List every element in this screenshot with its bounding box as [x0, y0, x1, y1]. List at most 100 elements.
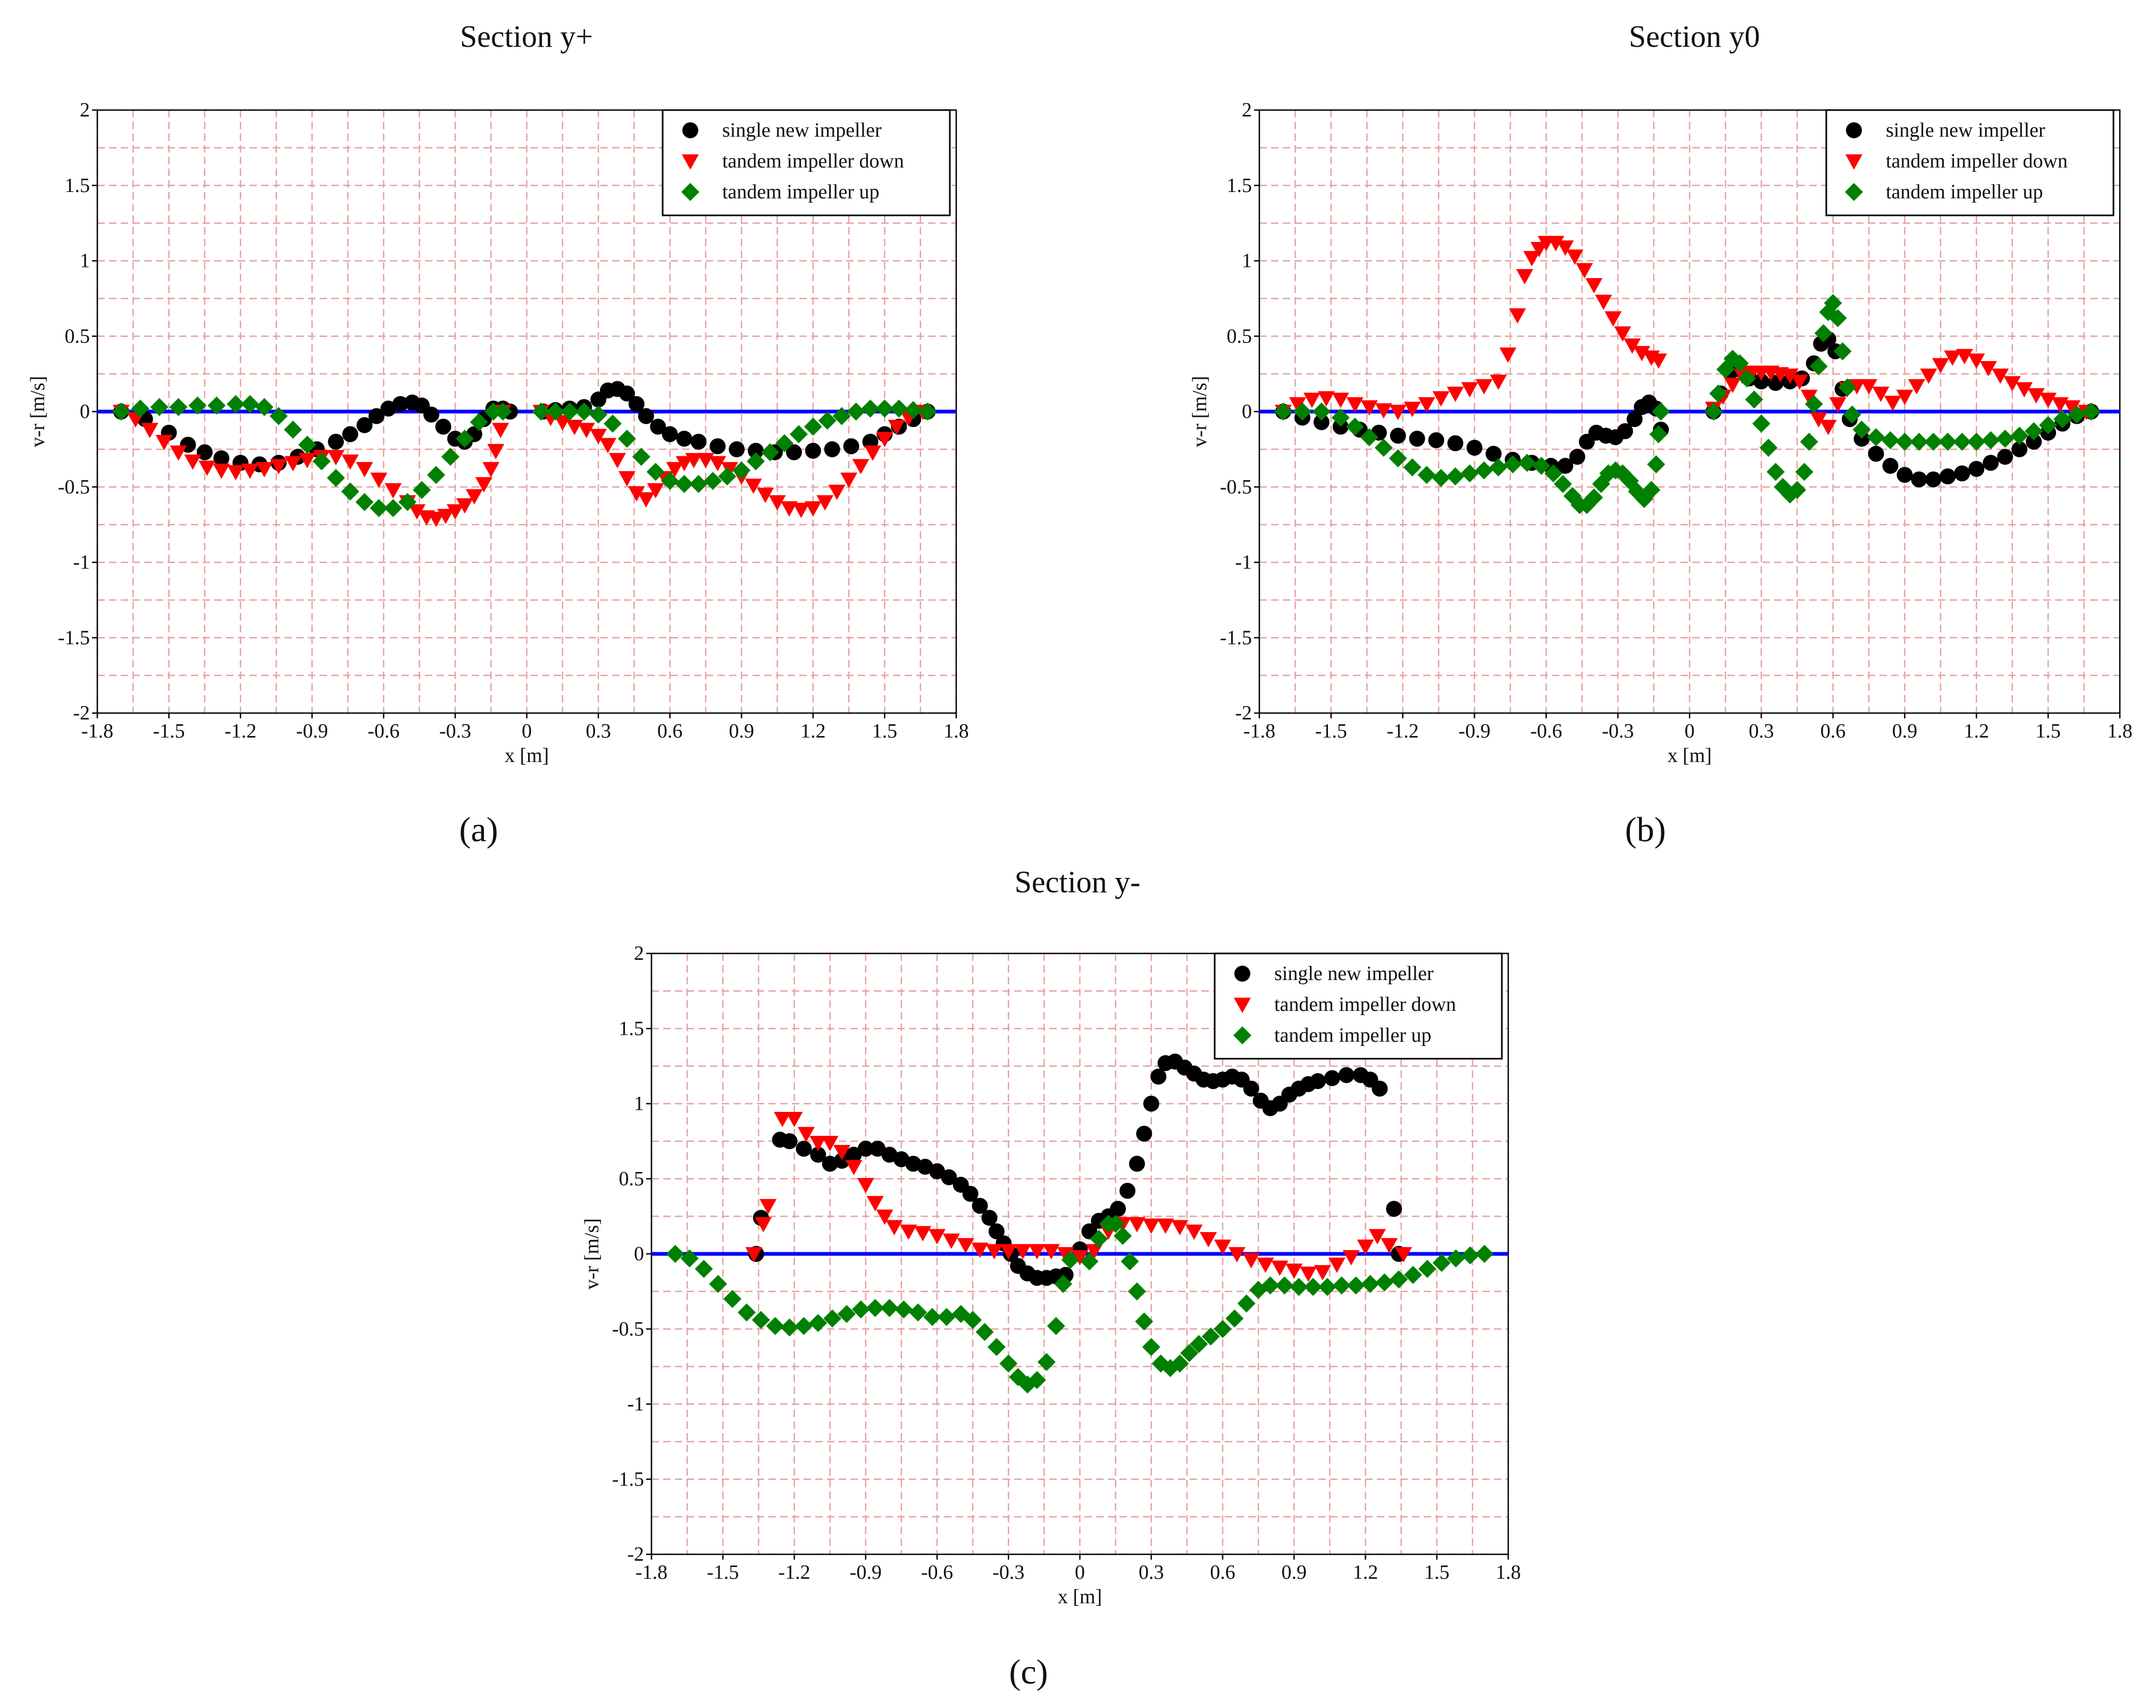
data-point-tandem-impeller-up	[987, 1338, 1006, 1357]
data-point-tandem-impeller-down	[1920, 369, 1937, 384]
data-point-tandem-impeller-up	[789, 425, 808, 443]
data-point-tandem-impeller-down	[2016, 382, 2033, 398]
data-point-tandem-impeller-down	[821, 1136, 839, 1151]
data-point-tandem-impeller-up	[1489, 458, 1508, 476]
data-point-tandem-impeller-down	[1332, 392, 1349, 408]
data-point-tandem-impeller-up	[723, 1290, 742, 1308]
data-point-tandem-impeller-up	[795, 1317, 813, 1335]
data-point-tandem-impeller-up	[847, 403, 865, 421]
series-diamond	[1274, 294, 2101, 514]
data-point-tandem-impeller-up	[689, 475, 708, 493]
panel-b: Section y0 2 1.5 1 0.5 0 -0.5 -1 -1.5 -2-1.8 -1.5 -…	[1189, 19, 2133, 767]
panel-c: Section y- 2 1.5 1 0.5 0 -0.5 -1 -1.5 -2-1.8 -1.5 -…	[581, 865, 1521, 1608]
legend-marker-circle	[1234, 966, 1250, 982]
data-point-tandem-impeller-up	[1304, 1278, 1323, 1296]
y-tick-label: 1.5	[1227, 174, 1252, 197]
data-point-single-new-impeller	[628, 396, 645, 412]
x-tick-label: 1.5	[2035, 720, 2061, 742]
series-diamond	[666, 1215, 1494, 1394]
data-point-tandem-impeller-down	[618, 471, 636, 487]
data-point-tandem-impeller-down	[599, 438, 617, 454]
data-point-tandem-impeller-down	[1389, 405, 1407, 420]
x-tick-label: -1.2	[224, 720, 256, 742]
data-point-single-new-impeller	[1150, 1068, 1167, 1085]
legend-label: tandem impeller down	[1274, 993, 1456, 1016]
data-point-tandem-impeller-down	[1418, 397, 1435, 413]
data-point-tandem-impeller-down	[492, 423, 509, 439]
y-axis-label: v-r [m/s]	[27, 376, 49, 447]
data-point-tandem-impeller-down	[1585, 278, 1603, 294]
data-point-tandem-impeller-down	[2003, 376, 2021, 392]
data-point-tandem-impeller-up	[1106, 1215, 1125, 1233]
data-point-single-new-impeller	[843, 438, 859, 455]
data-point-tandem-impeller-down	[284, 456, 302, 472]
data-point-single-new-impeller	[1428, 432, 1444, 448]
legend-label: single new impeller	[722, 119, 882, 141]
data-point-tandem-impeller-down	[475, 477, 492, 493]
data-point-tandem-impeller-down	[1357, 1240, 1374, 1255]
data-point-single-new-impeller	[1243, 1081, 1259, 1097]
data-point-tandem-impeller-down	[608, 453, 626, 468]
data-point-tandem-impeller-up	[1461, 1246, 1480, 1265]
chart-title: Section y-	[1015, 865, 1141, 899]
legend-marker-circle	[682, 122, 698, 138]
legend-label: single new impeller	[1274, 962, 1434, 985]
data-point-tandem-impeller-up	[1054, 1275, 1073, 1293]
data-point-tandem-impeller-up	[312, 452, 331, 471]
data-point-single-new-impeller	[1390, 428, 1406, 444]
data-point-tandem-impeller-up	[1390, 1270, 1408, 1289]
caption-a: (a)	[459, 810, 498, 849]
data-point-tandem-impeller-up	[1809, 357, 1828, 375]
data-point-tandem-impeller-up	[384, 499, 403, 517]
data-point-tandem-impeller-up	[112, 403, 130, 421]
data-point-single-new-impeller	[748, 442, 764, 459]
x-tick-label: -1.5	[153, 720, 185, 742]
data-point-tandem-impeller-up	[1953, 432, 1971, 451]
data-point-tandem-impeller-up	[1532, 457, 1551, 475]
data-point-tandem-impeller-up	[1331, 408, 1350, 427]
data-point-tandem-impeller-down	[1328, 1257, 1346, 1273]
data-point-tandem-impeller-down	[1605, 311, 1622, 327]
data-point-single-new-impeller	[1466, 440, 1483, 456]
data-point-tandem-impeller-down	[1624, 338, 1641, 354]
x-tick-label: 0.6	[1820, 720, 1846, 742]
data-point-tandem-impeller-down	[755, 1217, 772, 1233]
legend-label: tandem impeller up	[1886, 181, 2043, 203]
data-point-tandem-impeller-down	[1908, 379, 1925, 395]
data-point-tandem-impeller-up	[732, 461, 751, 480]
data-point-tandem-impeller-up	[327, 468, 345, 487]
data-point-single-new-impeller	[1324, 1070, 1340, 1086]
data-point-tandem-impeller-up	[2039, 416, 2058, 434]
data-point-tandem-impeller-up	[150, 398, 169, 416]
data-point-tandem-impeller-down	[356, 462, 373, 478]
data-point-tandem-impeller-up	[1403, 458, 1422, 476]
data-point-tandem-impeller-up	[1788, 481, 1807, 499]
data-point-tandem-impeller-down	[929, 1229, 946, 1245]
data-point-tandem-impeller-up	[1417, 466, 1436, 484]
x-tick-label: 0.6	[1210, 1561, 1235, 1584]
data-point-tandem-impeller-up	[975, 1322, 994, 1341]
data-point-tandem-impeller-up	[575, 403, 594, 421]
data-point-tandem-impeller-up	[761, 443, 780, 462]
data-point-tandem-impeller-up	[937, 1308, 956, 1326]
data-point-single-new-impeller	[1940, 468, 1956, 484]
y-tick-label: -1	[1235, 551, 1252, 574]
data-point-tandem-impeller-down	[628, 486, 645, 502]
legend: single new impeller tandem impeller down t…	[1825, 109, 2115, 216]
data-point-tandem-impeller-up	[1332, 1276, 1351, 1295]
x-tick-label: -1.8	[636, 1561, 667, 1584]
x-tick-label: 0.9	[1892, 720, 1918, 742]
data-point-tandem-impeller-down	[1979, 361, 1997, 376]
data-point-tandem-impeller-down	[1071, 1250, 1089, 1266]
data-point-tandem-impeller-down	[1566, 249, 1584, 265]
data-point-tandem-impeller-up	[890, 399, 908, 418]
data-point-single-new-impeller	[1110, 1201, 1126, 1217]
legend-label: tandem impeller up	[1274, 1024, 1431, 1046]
data-point-single-new-impeller	[1617, 423, 1633, 439]
data-point-tandem-impeller-up	[895, 1300, 913, 1319]
data-point-tandem-impeller-down	[864, 445, 881, 461]
data-point-tandem-impeller-up	[1867, 428, 1885, 447]
data-point-tandem-impeller-up	[1090, 1229, 1108, 1248]
data-point-tandem-impeller-up	[646, 463, 665, 481]
data-point-single-new-impeller	[1626, 411, 1643, 428]
